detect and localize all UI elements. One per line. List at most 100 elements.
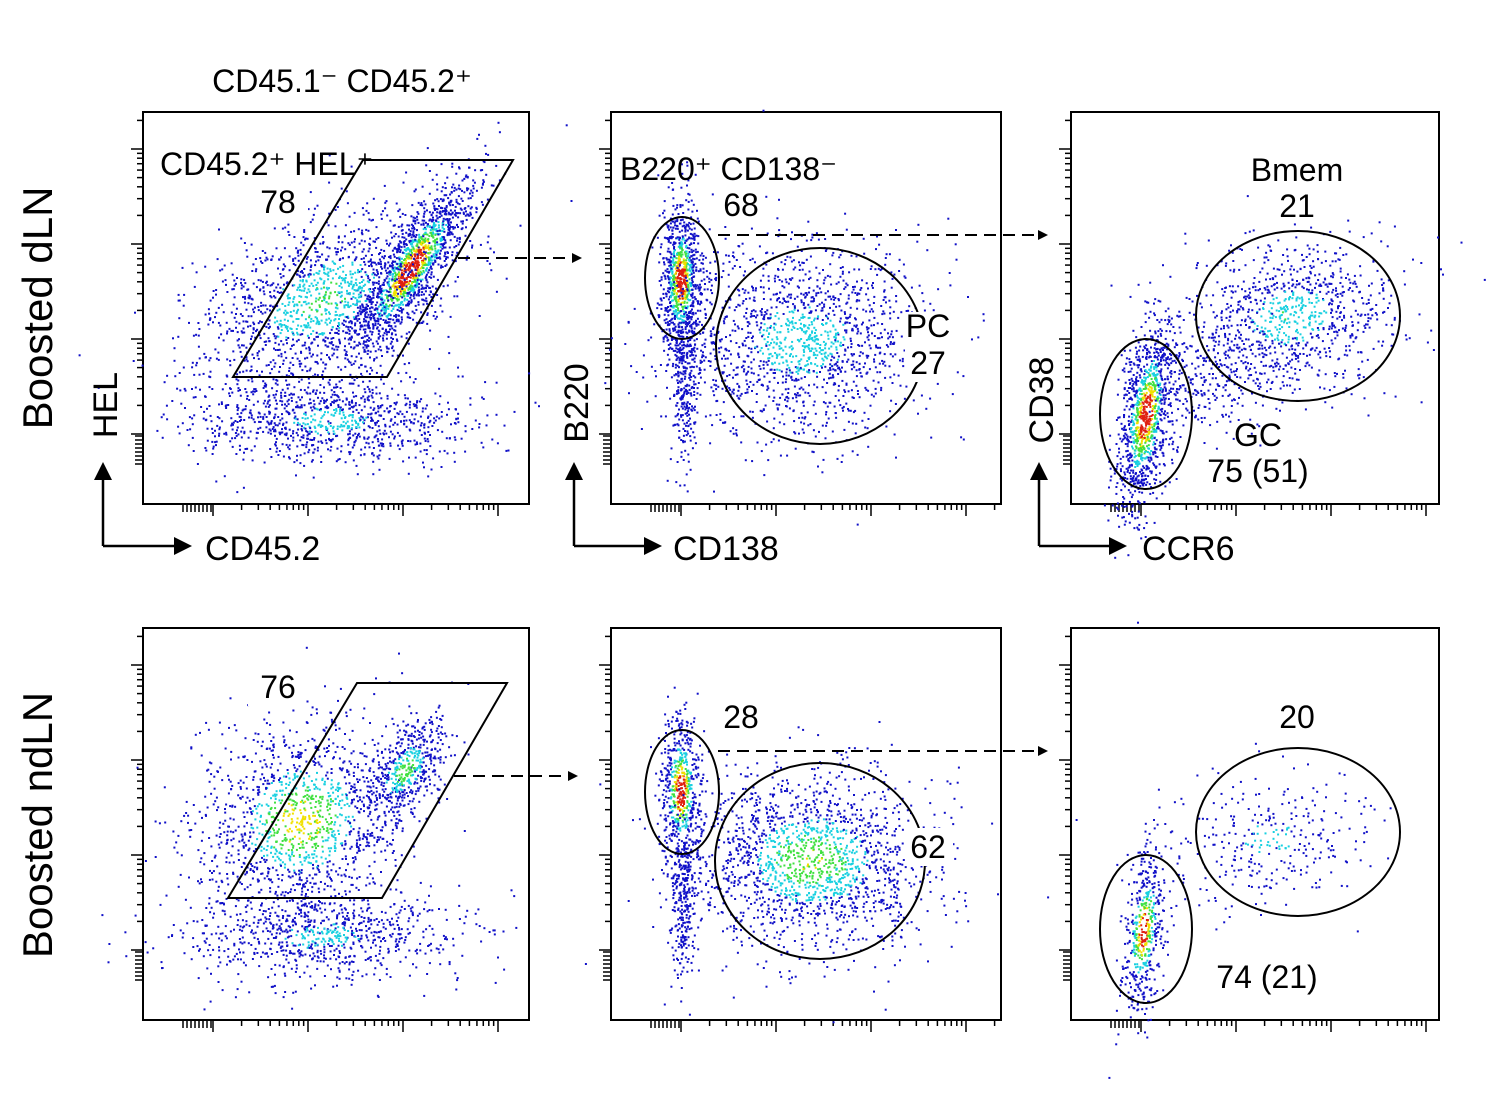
event-dot [400,282,403,285]
event-dot [372,296,375,299]
event-dot [471,216,474,219]
event-dot [348,342,351,345]
event-dot [347,305,350,308]
event-dot [366,352,369,355]
event-dot [302,275,305,278]
event-dot [316,317,318,320]
event-dot [411,227,414,230]
event-dot [389,444,392,447]
event-dot [435,207,438,210]
event-dot [427,260,430,263]
event-dot [244,282,247,285]
event-dot [211,453,214,455]
event-dot [308,290,311,293]
event-dot [244,448,247,450]
event-dot [659,364,662,366]
event-dot [369,307,371,310]
event-dot [165,404,168,407]
event-dot [401,439,404,442]
event-dot [401,273,404,276]
event-dot [298,285,301,288]
event-dot [312,213,315,216]
event-dot [387,305,390,308]
event-dot [306,437,309,440]
event-dot [398,287,400,290]
event-dot [255,437,258,440]
event-dot [221,268,224,271]
event-dot [435,228,438,231]
event-dot [403,240,406,243]
event-dot [318,402,321,405]
population-header: CD45.1⁻ CD45.2⁺ [212,63,472,99]
event-dot [424,233,427,236]
event-dot [389,419,392,422]
event-dot [341,322,344,325]
event-dot [335,282,338,285]
event-dot [347,284,350,287]
event-dot [387,299,390,302]
panel-frame-ndln-cd38 [1070,627,1440,1021]
event-dot [432,275,435,278]
event-dot [279,273,282,275]
event-dot [377,405,379,408]
event-dot [382,301,385,304]
event-dot [442,220,445,223]
event-dot [458,184,461,187]
event-dot [699,309,702,312]
event-dot [426,239,428,242]
event-dot [336,356,339,359]
event-dot [192,334,195,337]
event-dot [240,284,243,287]
event-dot [354,238,356,241]
event-dot [312,405,315,408]
event-dot [407,262,410,264]
event-dot [360,275,363,278]
event-dot [380,217,383,220]
event-dot [290,399,293,402]
event-dot [309,367,312,370]
event-dot [428,348,431,351]
event-dot [440,264,443,267]
event-dot [324,293,327,296]
event-dot [411,242,414,245]
event-dot [304,365,307,368]
event-dot [171,400,174,402]
event-dot [274,413,277,416]
event-dot [391,236,393,239]
event-dot [300,289,303,292]
event-dot [347,326,350,329]
event-dot [454,438,457,441]
event-dot [440,415,443,418]
event-dot [688,278,691,281]
event-dot [397,320,400,323]
event-dot [337,241,340,244]
event-dot [685,224,688,227]
event-dot [363,261,366,263]
event-dot [425,453,428,456]
event-dot [322,281,325,284]
event-dot [228,392,231,395]
event-dot [423,293,425,296]
event-dot [195,361,198,364]
event-dot [395,257,398,260]
event-dot [271,255,274,258]
event-dot [388,270,391,273]
event-dot [248,399,251,401]
event-dot [279,286,282,289]
event-dot [252,311,255,314]
event-dot [391,262,394,265]
event-dot [436,183,439,186]
event-dot [403,245,406,248]
event-dot [331,326,334,329]
event-dot [369,366,372,369]
event-dot [429,248,432,251]
event-dot [377,337,380,340]
event-dot [376,294,379,297]
event-dot [360,239,363,242]
event-dot [364,328,367,331]
event-dot [395,320,398,323]
event-dot [482,180,485,183]
event-dot [389,219,392,222]
event-dot [288,383,291,386]
event-dot [405,332,408,335]
